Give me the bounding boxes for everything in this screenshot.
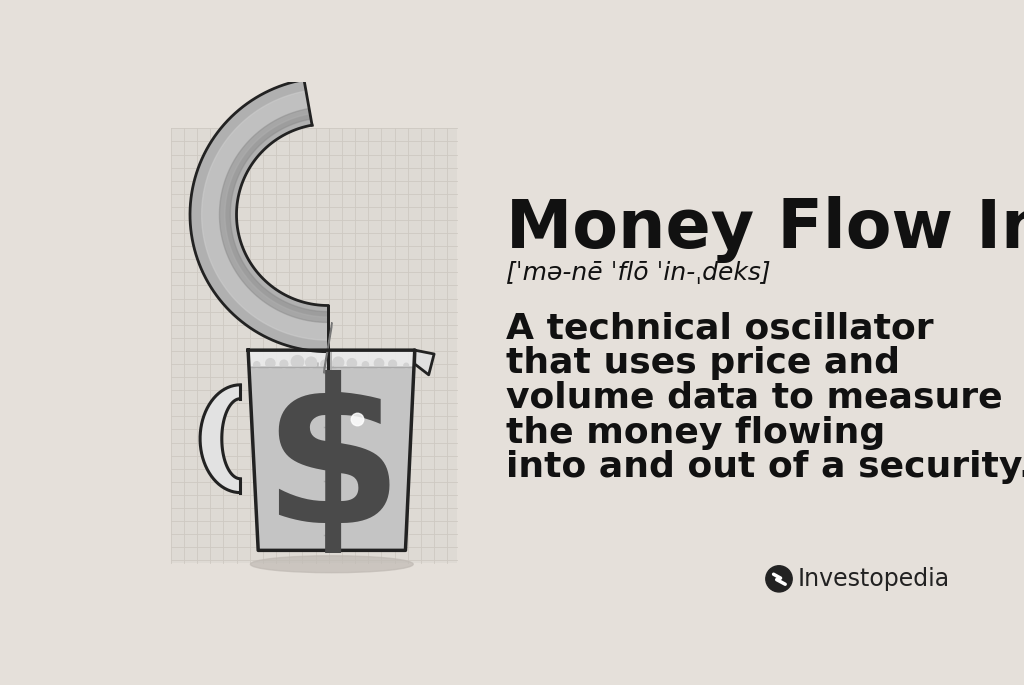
Circle shape	[291, 356, 304, 368]
Ellipse shape	[251, 556, 414, 573]
Circle shape	[347, 359, 356, 368]
Bar	[171, 128, 458, 564]
Polygon shape	[415, 350, 434, 375]
Polygon shape	[324, 323, 332, 373]
Circle shape	[305, 357, 316, 368]
Text: volume data to measure: volume data to measure	[506, 381, 1002, 415]
Circle shape	[333, 357, 344, 368]
Polygon shape	[248, 350, 415, 550]
Text: A technical oscillator: A technical oscillator	[506, 312, 934, 346]
Text: $: $	[262, 370, 401, 564]
Circle shape	[766, 566, 793, 592]
Circle shape	[254, 362, 260, 368]
Polygon shape	[219, 108, 328, 323]
Circle shape	[280, 360, 288, 368]
Polygon shape	[249, 367, 414, 550]
Polygon shape	[202, 91, 328, 340]
Text: into and out of a security.: into and out of a security.	[506, 450, 1024, 484]
Circle shape	[403, 363, 409, 368]
Text: that uses price and: that uses price and	[506, 347, 900, 380]
Circle shape	[265, 359, 275, 368]
Text: Money Flow Index: Money Flow Index	[506, 196, 1024, 263]
Text: the money flowing: the money flowing	[506, 416, 886, 449]
Circle shape	[375, 359, 384, 368]
Text: Investopedia: Investopedia	[798, 567, 949, 591]
Polygon shape	[190, 79, 328, 351]
Circle shape	[362, 362, 369, 368]
Circle shape	[321, 360, 329, 368]
Polygon shape	[200, 385, 241, 493]
Circle shape	[389, 360, 396, 368]
Text: [ˈmə-nē ˈflō ˈin-ˌdeks]: [ˈmə-nē ˈflō ˈin-ˌdeks]	[506, 261, 771, 285]
